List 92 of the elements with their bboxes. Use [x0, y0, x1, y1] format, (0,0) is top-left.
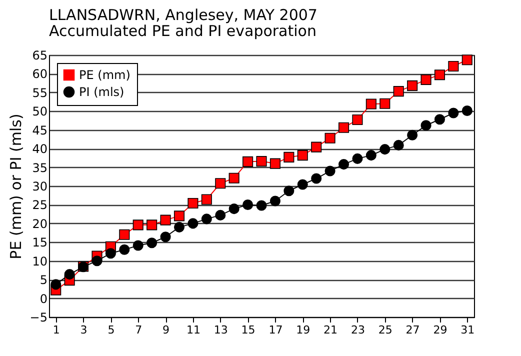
point [434, 70, 445, 80]
point [50, 279, 62, 290]
point [188, 218, 198, 229]
point [462, 106, 472, 116]
x-tick-label: 5 [108, 324, 115, 336]
point [270, 196, 280, 206]
point [366, 150, 376, 161]
x-tick-label: 9 [162, 324, 170, 336]
x-tick-label: 27 [406, 324, 420, 336]
legend-label: PI (mls) [79, 85, 124, 99]
x-tick-label: 13 [214, 324, 228, 336]
point [297, 179, 308, 190]
point [324, 132, 336, 144]
point [338, 159, 350, 170]
point [215, 210, 226, 220]
point [228, 204, 240, 214]
point [393, 140, 404, 150]
point [201, 194, 212, 205]
point [393, 86, 404, 97]
point [380, 98, 390, 109]
point [256, 156, 267, 167]
x-tick-label: 29 [433, 324, 448, 336]
point [188, 198, 198, 208]
y-tick-label: 30 [32, 180, 48, 194]
y-tick-label: 65 [32, 48, 48, 62]
y-tick-label: 5 [40, 273, 48, 288]
point [119, 229, 130, 240]
x-tick-label: 19 [296, 324, 310, 336]
point [284, 186, 294, 196]
point [132, 240, 144, 251]
point [448, 60, 459, 72]
point [462, 54, 472, 66]
y-tick-label: 55 [32, 86, 48, 100]
y-axis-title: PE (mm) or PI (mls) [6, 114, 25, 260]
point [380, 144, 390, 155]
point [434, 114, 445, 125]
chart-subtitle: Accumulated PE and PI evaporation [49, 22, 316, 40]
point [215, 178, 226, 189]
point [407, 130, 418, 140]
point [146, 238, 158, 248]
y-tick-label: 20 [32, 216, 48, 231]
x-tick-label: 23 [350, 324, 365, 336]
point [352, 153, 363, 164]
point [228, 172, 240, 184]
x-tick-label: 15 [241, 324, 256, 336]
point [324, 166, 336, 176]
point [270, 158, 280, 169]
point [105, 248, 116, 259]
point [119, 244, 130, 255]
point [160, 214, 171, 226]
point [338, 122, 350, 133]
point [174, 210, 185, 222]
y-tick-label: 45 [32, 123, 48, 138]
point [420, 120, 432, 131]
point [297, 150, 308, 161]
point [146, 220, 158, 230]
point [311, 173, 322, 184]
y-tick-label: 40 [32, 142, 48, 156]
point [448, 108, 459, 118]
y-tick-label: 50 [32, 104, 48, 119]
x-tick-label: 21 [324, 324, 338, 336]
point [242, 156, 254, 167]
point [64, 269, 75, 280]
y-tick-label: 35 [32, 160, 48, 175]
point [92, 256, 102, 266]
y-tick-label: 25 [32, 198, 48, 212]
point [311, 142, 322, 152]
x-tick-label: 1 [52, 324, 60, 336]
point [160, 232, 171, 242]
y-tick-label: 60 [32, 67, 48, 82]
y-tick-label: 0 [40, 292, 48, 306]
chart-title: LLANSADWRN, Anglesey, MAY 2007 [49, 6, 318, 24]
point [242, 199, 254, 210]
x-tick-label: 3 [80, 324, 88, 336]
point [284, 152, 294, 162]
x-tick-label: 17 [268, 324, 283, 336]
point [174, 222, 185, 232]
point [352, 114, 363, 126]
x-tick-label: 25 [378, 324, 392, 336]
point [420, 74, 432, 85]
point [201, 214, 212, 224]
legend-label: PE (mm) [79, 68, 130, 82]
x-tick-label: 7 [135, 324, 142, 336]
point [407, 80, 418, 91]
y-tick-label: −5 [30, 310, 48, 324]
point [256, 200, 267, 211]
point [132, 220, 144, 230]
x-tick-label: 31 [460, 324, 475, 336]
y-tick-label: 15 [32, 236, 48, 250]
x-tick-label: 11 [186, 324, 200, 336]
y-tick-label: 10 [32, 254, 48, 268]
point [366, 98, 376, 110]
